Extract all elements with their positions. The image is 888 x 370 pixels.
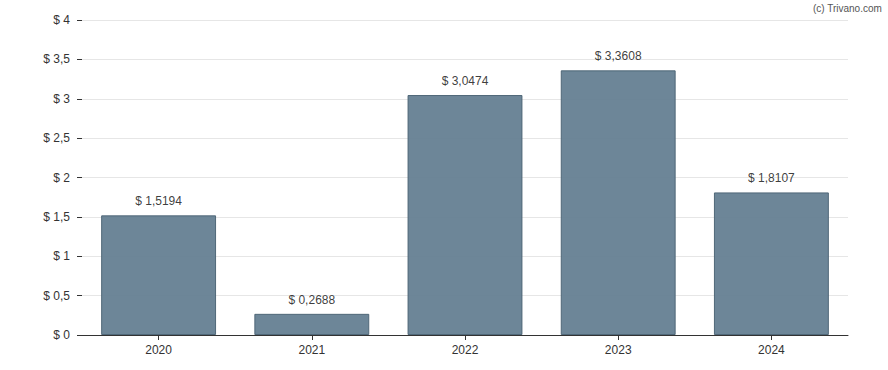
svg-text:$ 0: $ 0 bbox=[53, 328, 70, 342]
svg-text:2023: 2023 bbox=[605, 343, 632, 357]
svg-text:2024: 2024 bbox=[758, 343, 785, 357]
svg-text:2022: 2022 bbox=[452, 343, 479, 357]
svg-text:2021: 2021 bbox=[298, 343, 325, 357]
svg-text:2020: 2020 bbox=[145, 343, 172, 357]
svg-text:$ 4: $ 4 bbox=[53, 13, 70, 27]
svg-text:$ 1: $ 1 bbox=[53, 249, 70, 263]
svg-text:$ 1,8107: $ 1,8107 bbox=[748, 171, 795, 185]
svg-text:$ 0,2688: $ 0,2688 bbox=[288, 293, 335, 307]
svg-text:$ 3,0474: $ 3,0474 bbox=[442, 74, 489, 88]
svg-text:$ 1,5194: $ 1,5194 bbox=[135, 194, 182, 208]
svg-text:$ 2,5: $ 2,5 bbox=[43, 131, 70, 145]
svg-text:(c) Trivano.com: (c) Trivano.com bbox=[813, 3, 882, 14]
svg-text:$ 3,3608: $ 3,3608 bbox=[595, 49, 642, 63]
svg-text:$ 2: $ 2 bbox=[53, 171, 70, 185]
svg-text:$ 3,5: $ 3,5 bbox=[43, 52, 70, 66]
svg-text:$ 1,5: $ 1,5 bbox=[43, 210, 70, 224]
svg-text:$ 3: $ 3 bbox=[53, 92, 70, 106]
svg-text:$ 0,5: $ 0,5 bbox=[43, 289, 70, 303]
